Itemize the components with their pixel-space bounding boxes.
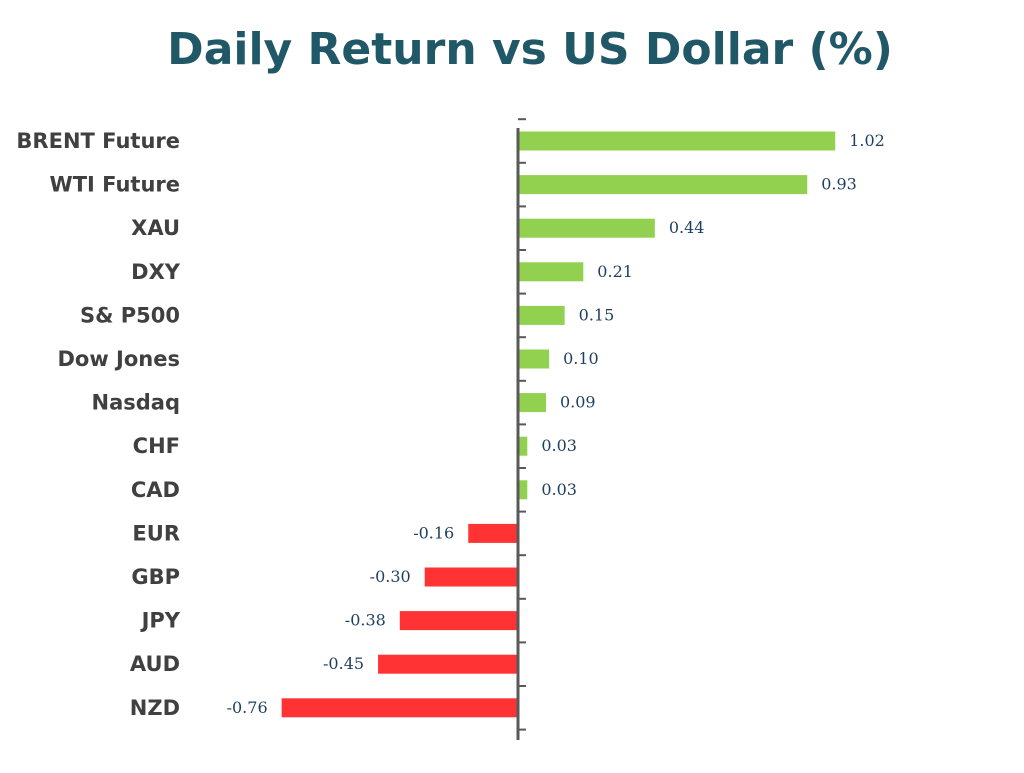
category-label: DXY [131,260,181,284]
category-label: NZD [130,696,180,720]
category-label: Dow Jones [57,347,180,371]
category-label: Nasdaq [92,391,180,415]
bar-nzd [281,698,518,718]
bar-eur [468,523,518,543]
bar-chf [518,436,528,456]
data-label: 0.03 [541,480,577,499]
category-label: EUR [132,521,180,545]
bar-s-p500 [518,305,565,325]
data-label: -0.45 [323,654,364,673]
bar-brent-future [518,131,836,151]
data-label: 0.44 [669,218,705,237]
chart-title: Daily Return vs US Dollar (%) [167,24,893,75]
category-label: CHF [133,434,180,458]
category-label: GBP [131,565,180,589]
axis-layer [516,118,526,740]
category-label: CAD [131,478,180,502]
category-label: AUD [130,652,180,676]
bar-dxy [518,262,584,282]
data-label: 0.21 [597,262,633,281]
bar-cad [518,480,528,500]
data-label: -0.38 [345,611,386,630]
data-label: 0.93 [821,175,857,194]
labels-layer: BRENT Future 1.02 WTI Future 0.93 XAU 0.44 DXY… [16,129,884,720]
data-label: 0.15 [579,305,615,324]
bar-gbp [424,567,518,587]
bar-nasdaq [518,393,546,413]
bar-jpy [399,611,518,631]
bar-aud [378,654,518,674]
category-label: JPY [140,609,181,633]
bar-xau [518,218,655,238]
bar-wti-future [518,175,808,195]
category-label: WTI Future [50,173,180,197]
data-label: -0.30 [370,567,411,586]
bar-dow-jones [518,349,550,369]
data-label: 0.10 [563,349,599,368]
category-label: BRENT Future [16,129,180,153]
data-label: -0.76 [227,698,268,717]
data-label: 1.02 [849,131,885,150]
category-label: S& P500 [80,303,180,327]
category-label: XAU [131,216,180,240]
data-label: -0.16 [413,523,454,542]
data-label: 0.03 [541,436,577,455]
bars-layer [281,131,836,718]
data-label: 0.09 [560,393,596,412]
